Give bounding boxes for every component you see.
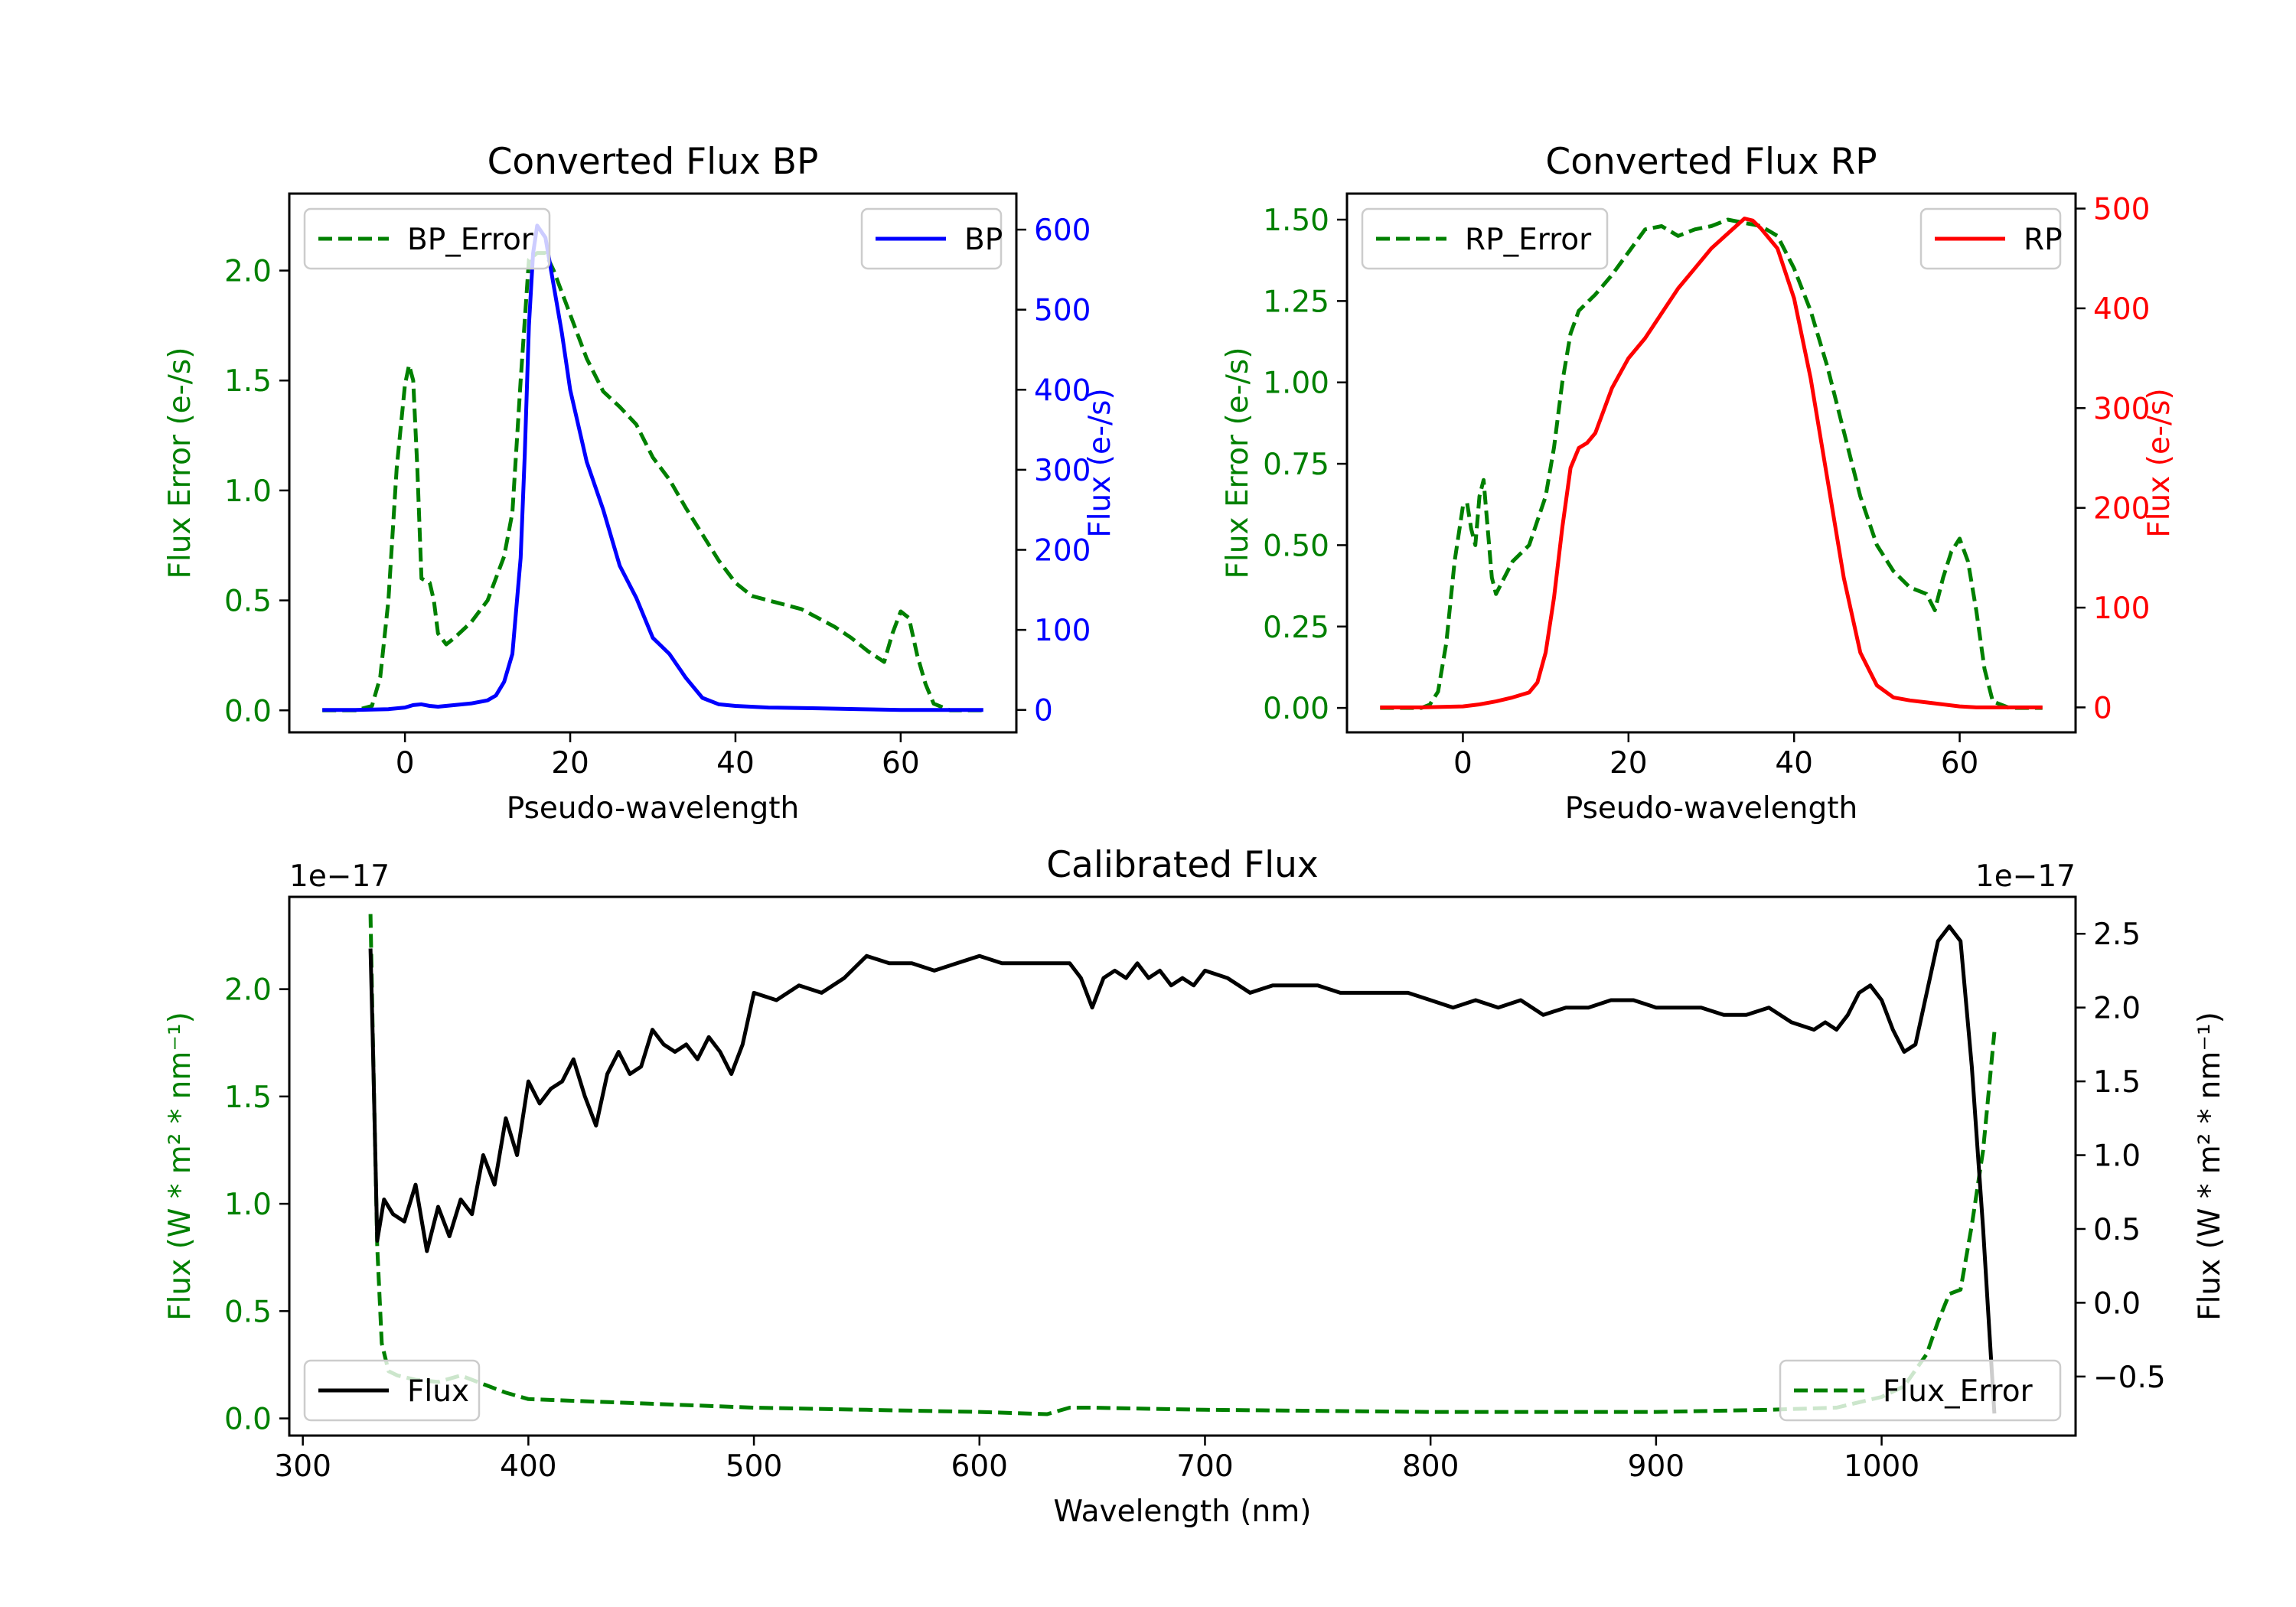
left-y-tick-label: 0.75 <box>1263 448 1329 482</box>
x-tick-label: 60 <box>1941 746 1979 781</box>
left-y-tick-label: 1.50 <box>1263 204 1329 238</box>
legend-label: RP_Error <box>1465 223 1592 257</box>
series-flux <box>368 924 1997 1414</box>
right-y-tick-label: 200 <box>2093 492 2150 526</box>
chart-title: Converted Flux RP <box>1545 141 1877 183</box>
left-y-tick-label: 1.0 <box>224 474 272 509</box>
x-tick-label: 400 <box>500 1449 556 1484</box>
x-tick-label: 20 <box>1609 746 1648 781</box>
right-y-tick-label: 1.5 <box>2093 1065 2141 1100</box>
right-y-tick-label: 100 <box>1034 614 1091 648</box>
bp-panel: 0 20 40 60 Pseudo-wavelength 0.0 0.5 1.0 1.5 2.0 F… <box>163 141 1117 826</box>
left-y-tick-label: 0.25 <box>1263 611 1329 645</box>
x-tick-label: 500 <box>726 1449 782 1484</box>
left-y-tick-label: 2.0 <box>224 255 272 289</box>
x-tick-label: 600 <box>951 1449 1008 1484</box>
right-y-tick-label: 0 <box>2093 691 2112 725</box>
legend-bp-error: BP_Error <box>303 207 551 270</box>
series-flux-error <box>368 914 1997 1416</box>
right-y-axis-label: Flux (e-/s) <box>2142 388 2177 537</box>
left-y-tick-label: 2.0 <box>224 973 272 1008</box>
right-y-tick-label: −0.5 <box>2093 1361 2166 1395</box>
legend-box <box>303 207 551 270</box>
legend-rp-error: RP_Error <box>1361 207 1609 270</box>
left-y-tick-label: 1.0 <box>224 1188 272 1222</box>
bp-axes-frame <box>288 192 1018 734</box>
right-y-axis-label: Flux (e-/s) <box>1083 388 1117 537</box>
right-y-tick-label: 2.0 <box>2093 992 2141 1026</box>
left-y-tick-label: 0.50 <box>1263 529 1329 563</box>
right-y-tick-label: 0 <box>1034 694 1053 729</box>
legend-flux: Flux <box>303 1359 481 1422</box>
chart-title: Converted Flux BP <box>488 141 819 183</box>
series-rp <box>1380 217 2043 709</box>
chart-title: Calibrated Flux <box>1046 844 1319 886</box>
legend-box <box>303 1359 481 1422</box>
left-y-axis-label: Flux (W * m² * nm⁻¹) <box>163 1012 197 1321</box>
x-tick-label: 1000 <box>1844 1449 1919 1484</box>
cal-series-group <box>368 914 1997 1416</box>
x-axis-label: Pseudo-wavelength <box>507 791 799 826</box>
right-y-axis-label: Flux (W * m² * nm⁻¹) <box>2193 1012 2227 1321</box>
left-y-tick-label: 0.5 <box>224 1295 272 1329</box>
x-tick-label: 900 <box>1628 1449 1684 1484</box>
right-y-tick-label: 600 <box>1034 214 1091 248</box>
left-y-axis-label: Flux Error (e-/s) <box>1221 347 1255 579</box>
left-y-offset-text: 1e−17 <box>289 859 390 894</box>
left-y-tick-label: 0.0 <box>224 694 272 729</box>
right-y-tick-label: 300 <box>2093 392 2150 426</box>
x-axis-label: Pseudo-wavelength <box>1565 791 1857 826</box>
legend-label: RP <box>2024 223 2063 257</box>
left-y-tick-label: 1.5 <box>224 1081 272 1115</box>
legend-box <box>1361 207 1609 270</box>
left-y-tick-label: 1.25 <box>1263 285 1329 319</box>
left-y-tick-label: 0.5 <box>224 585 272 619</box>
calibrated-panel: 300 400 500 600 700 800 900 1000 Wavelength (nm)… <box>163 844 2227 1529</box>
right-y-tick-label: 400 <box>2093 292 2150 327</box>
right-y-tick-label: 500 <box>2093 193 2150 227</box>
right-y-tick-label: 500 <box>1034 294 1091 328</box>
x-axis-label: Wavelength (nm) <box>1054 1495 1312 1529</box>
x-tick-label: 60 <box>882 746 920 781</box>
left-y-tick-label: 1.5 <box>224 364 272 399</box>
left-y-tick-label: 0.0 <box>224 1403 272 1437</box>
series-rp-error <box>1380 217 2043 710</box>
x-tick-label: 300 <box>274 1449 331 1484</box>
cal-axes-frame <box>288 895 2077 1437</box>
x-tick-label: 800 <box>1402 1449 1459 1484</box>
right-y-offset-text: 1e−17 <box>1975 859 2076 894</box>
x-tick-label: 0 <box>1453 746 1473 781</box>
right-y-tick-label: 200 <box>1034 533 1091 568</box>
right-y-tick-label: 1.0 <box>2093 1139 2141 1174</box>
legend-label: Flux <box>407 1374 469 1409</box>
rp-series-group <box>1380 217 2043 710</box>
left-y-tick-label: 1.00 <box>1263 367 1329 401</box>
left-y-tick-label: 0.00 <box>1263 692 1329 726</box>
right-y-tick-label: 0.5 <box>2093 1213 2141 1247</box>
right-y-tick-label: 400 <box>1034 373 1091 408</box>
x-tick-label: 700 <box>1176 1449 1233 1484</box>
legend-label: Flux_Error <box>1883 1374 2033 1409</box>
legend-rp: RP <box>1919 207 2063 270</box>
legend-flux-error: Flux_Error <box>1779 1359 2062 1422</box>
right-y-tick-label: 100 <box>2093 592 2150 626</box>
right-y-tick-label: 300 <box>1034 454 1091 488</box>
right-y-tick-label: 2.5 <box>2093 918 2141 952</box>
x-tick-label: 40 <box>1775 746 1813 781</box>
left-y-axis-label: Flux Error (e-/s) <box>163 347 197 579</box>
x-tick-label: 0 <box>396 746 415 781</box>
legend-box <box>1779 1359 2062 1422</box>
series-bp-error <box>322 251 983 712</box>
legend-label: BP_Error <box>407 223 534 257</box>
x-tick-label: 40 <box>716 746 755 781</box>
rp-panel: 0 20 40 60 Pseudo-wavelength 0.00 0.25 0.50 0.75… <box>1221 141 2177 826</box>
x-tick-label: 20 <box>551 746 589 781</box>
right-y-tick-label: 0.0 <box>2093 1286 2141 1321</box>
legend-bp: BP <box>860 207 1003 270</box>
legend-label: BP <box>964 223 1003 257</box>
